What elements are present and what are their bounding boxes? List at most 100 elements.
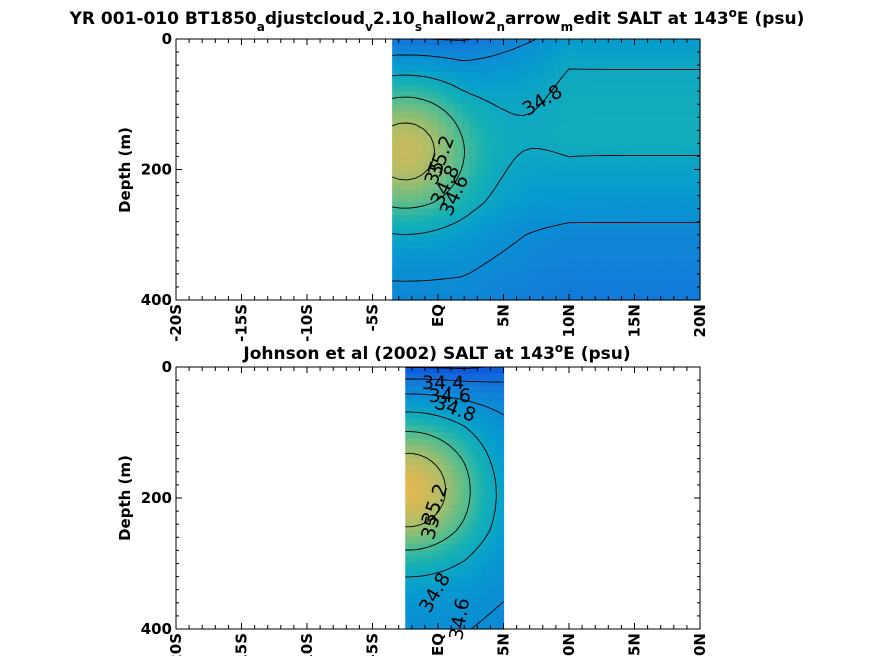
x-tick-label: -10S	[298, 304, 316, 342]
heatmap-cell	[434, 406, 438, 414]
y-tick-label: 200	[141, 161, 172, 179]
heatmap-cell	[478, 432, 482, 440]
heatmap-cell	[515, 149, 524, 158]
heatmap-cell	[496, 550, 500, 558]
heatmap-cell	[430, 45, 439, 53]
heatmap-cell	[546, 169, 555, 177]
heatmap-cell	[684, 97, 693, 105]
heatmap-cell	[496, 596, 500, 604]
heatmap-cell	[478, 537, 482, 545]
heatmap-cell	[646, 162, 655, 171]
heatmap-cell	[486, 380, 490, 388]
heatmap-cell	[676, 143, 686, 151]
heatmap-cell	[484, 58, 493, 66]
heatmap-cell	[507, 247, 516, 255]
heatmap-cell	[447, 399, 451, 407]
heatmap-cell	[483, 399, 487, 407]
heatmap-cell	[623, 45, 632, 53]
heatmap-cell	[454, 399, 458, 407]
heatmap-cell	[422, 511, 426, 519]
heatmap-cell	[553, 136, 563, 145]
heatmap-cell	[474, 596, 478, 604]
heatmap-cell	[507, 293, 516, 301]
heatmap-cell	[653, 286, 663, 295]
heatmap-cell	[607, 52, 616, 60]
heatmap-cell	[623, 241, 632, 249]
heatmap-cell	[501, 478, 505, 486]
heatmap-cell	[439, 478, 443, 486]
heatmap-cell	[469, 524, 473, 532]
heatmap-cell	[546, 241, 555, 249]
heatmap-cell	[407, 432, 411, 440]
heatmap-cell	[661, 45, 670, 53]
heatmap-cell	[515, 202, 524, 210]
heatmap-cell	[692, 273, 701, 282]
heatmap-cell	[430, 71, 439, 79]
heatmap-cell	[615, 162, 624, 171]
heatmap-cell	[491, 524, 495, 532]
heatmap-cell	[646, 169, 655, 177]
heatmap-cell	[493, 380, 497, 388]
heatmap-cell	[638, 228, 647, 236]
heatmap-cell	[466, 452, 470, 460]
heatmap-cell	[476, 254, 486, 262]
heatmap-cell	[592, 123, 601, 131]
heatmap-cell	[392, 221, 401, 229]
heatmap-cell	[459, 380, 463, 388]
heatmap-cell	[491, 570, 495, 578]
heatmap-cell	[405, 622, 409, 630]
heatmap-cell	[486, 471, 490, 479]
heatmap-cell	[493, 511, 497, 519]
heatmap-cell	[646, 286, 655, 295]
heatmap-cell	[488, 439, 492, 447]
heatmap-cell	[459, 445, 463, 453]
heatmap-cell	[599, 97, 609, 105]
heatmap-cell	[546, 293, 555, 301]
heatmap-cell	[471, 432, 475, 440]
heatmap-cell	[592, 156, 601, 164]
heatmap-cell	[415, 550, 419, 558]
heatmap-cell	[630, 149, 640, 158]
heatmap-cell	[424, 373, 428, 381]
heatmap-cell	[584, 247, 593, 255]
heatmap-cell	[444, 602, 448, 610]
heatmap-cell	[456, 583, 460, 591]
heatmap-cell	[538, 136, 547, 145]
heatmap-cell	[476, 576, 480, 584]
heatmap-cell	[607, 71, 616, 79]
heatmap-cell	[476, 406, 480, 414]
heatmap-cell	[493, 550, 497, 558]
heatmap-cell	[661, 123, 670, 131]
heatmap-cell	[484, 195, 493, 203]
heatmap-cell	[442, 491, 446, 499]
heatmap-cell	[676, 104, 686, 112]
heatmap-cell	[439, 583, 443, 591]
x-tick-label: 10N	[560, 304, 578, 337]
heatmap-cell	[461, 386, 465, 394]
heatmap-cell	[692, 202, 701, 210]
heatmap-cell	[438, 58, 447, 66]
heatmap-cell	[407, 117, 416, 125]
heatmap-cell	[496, 576, 500, 584]
heatmap-cell	[492, 247, 501, 255]
heatmap-cell	[646, 182, 655, 190]
heatmap-cell	[576, 234, 586, 242]
heatmap-cell	[692, 221, 701, 229]
heatmap-cell	[439, 498, 443, 506]
heatmap-cell	[417, 622, 421, 630]
heatmap-cell	[676, 286, 686, 295]
heatmap-cell	[456, 498, 460, 506]
heatmap-cell	[491, 556, 495, 565]
heatmap-cell	[538, 58, 547, 66]
heatmap-cell	[437, 484, 441, 493]
heatmap-cell	[607, 136, 616, 145]
heatmap-cell	[646, 45, 655, 53]
heatmap-cell	[456, 406, 460, 414]
heatmap-cell	[493, 570, 497, 578]
heatmap-cell	[538, 182, 547, 190]
heatmap-cell	[498, 367, 502, 375]
heatmap-cell	[419, 465, 424, 473]
heatmap-cell	[692, 104, 701, 112]
heatmap-cell	[483, 406, 487, 414]
